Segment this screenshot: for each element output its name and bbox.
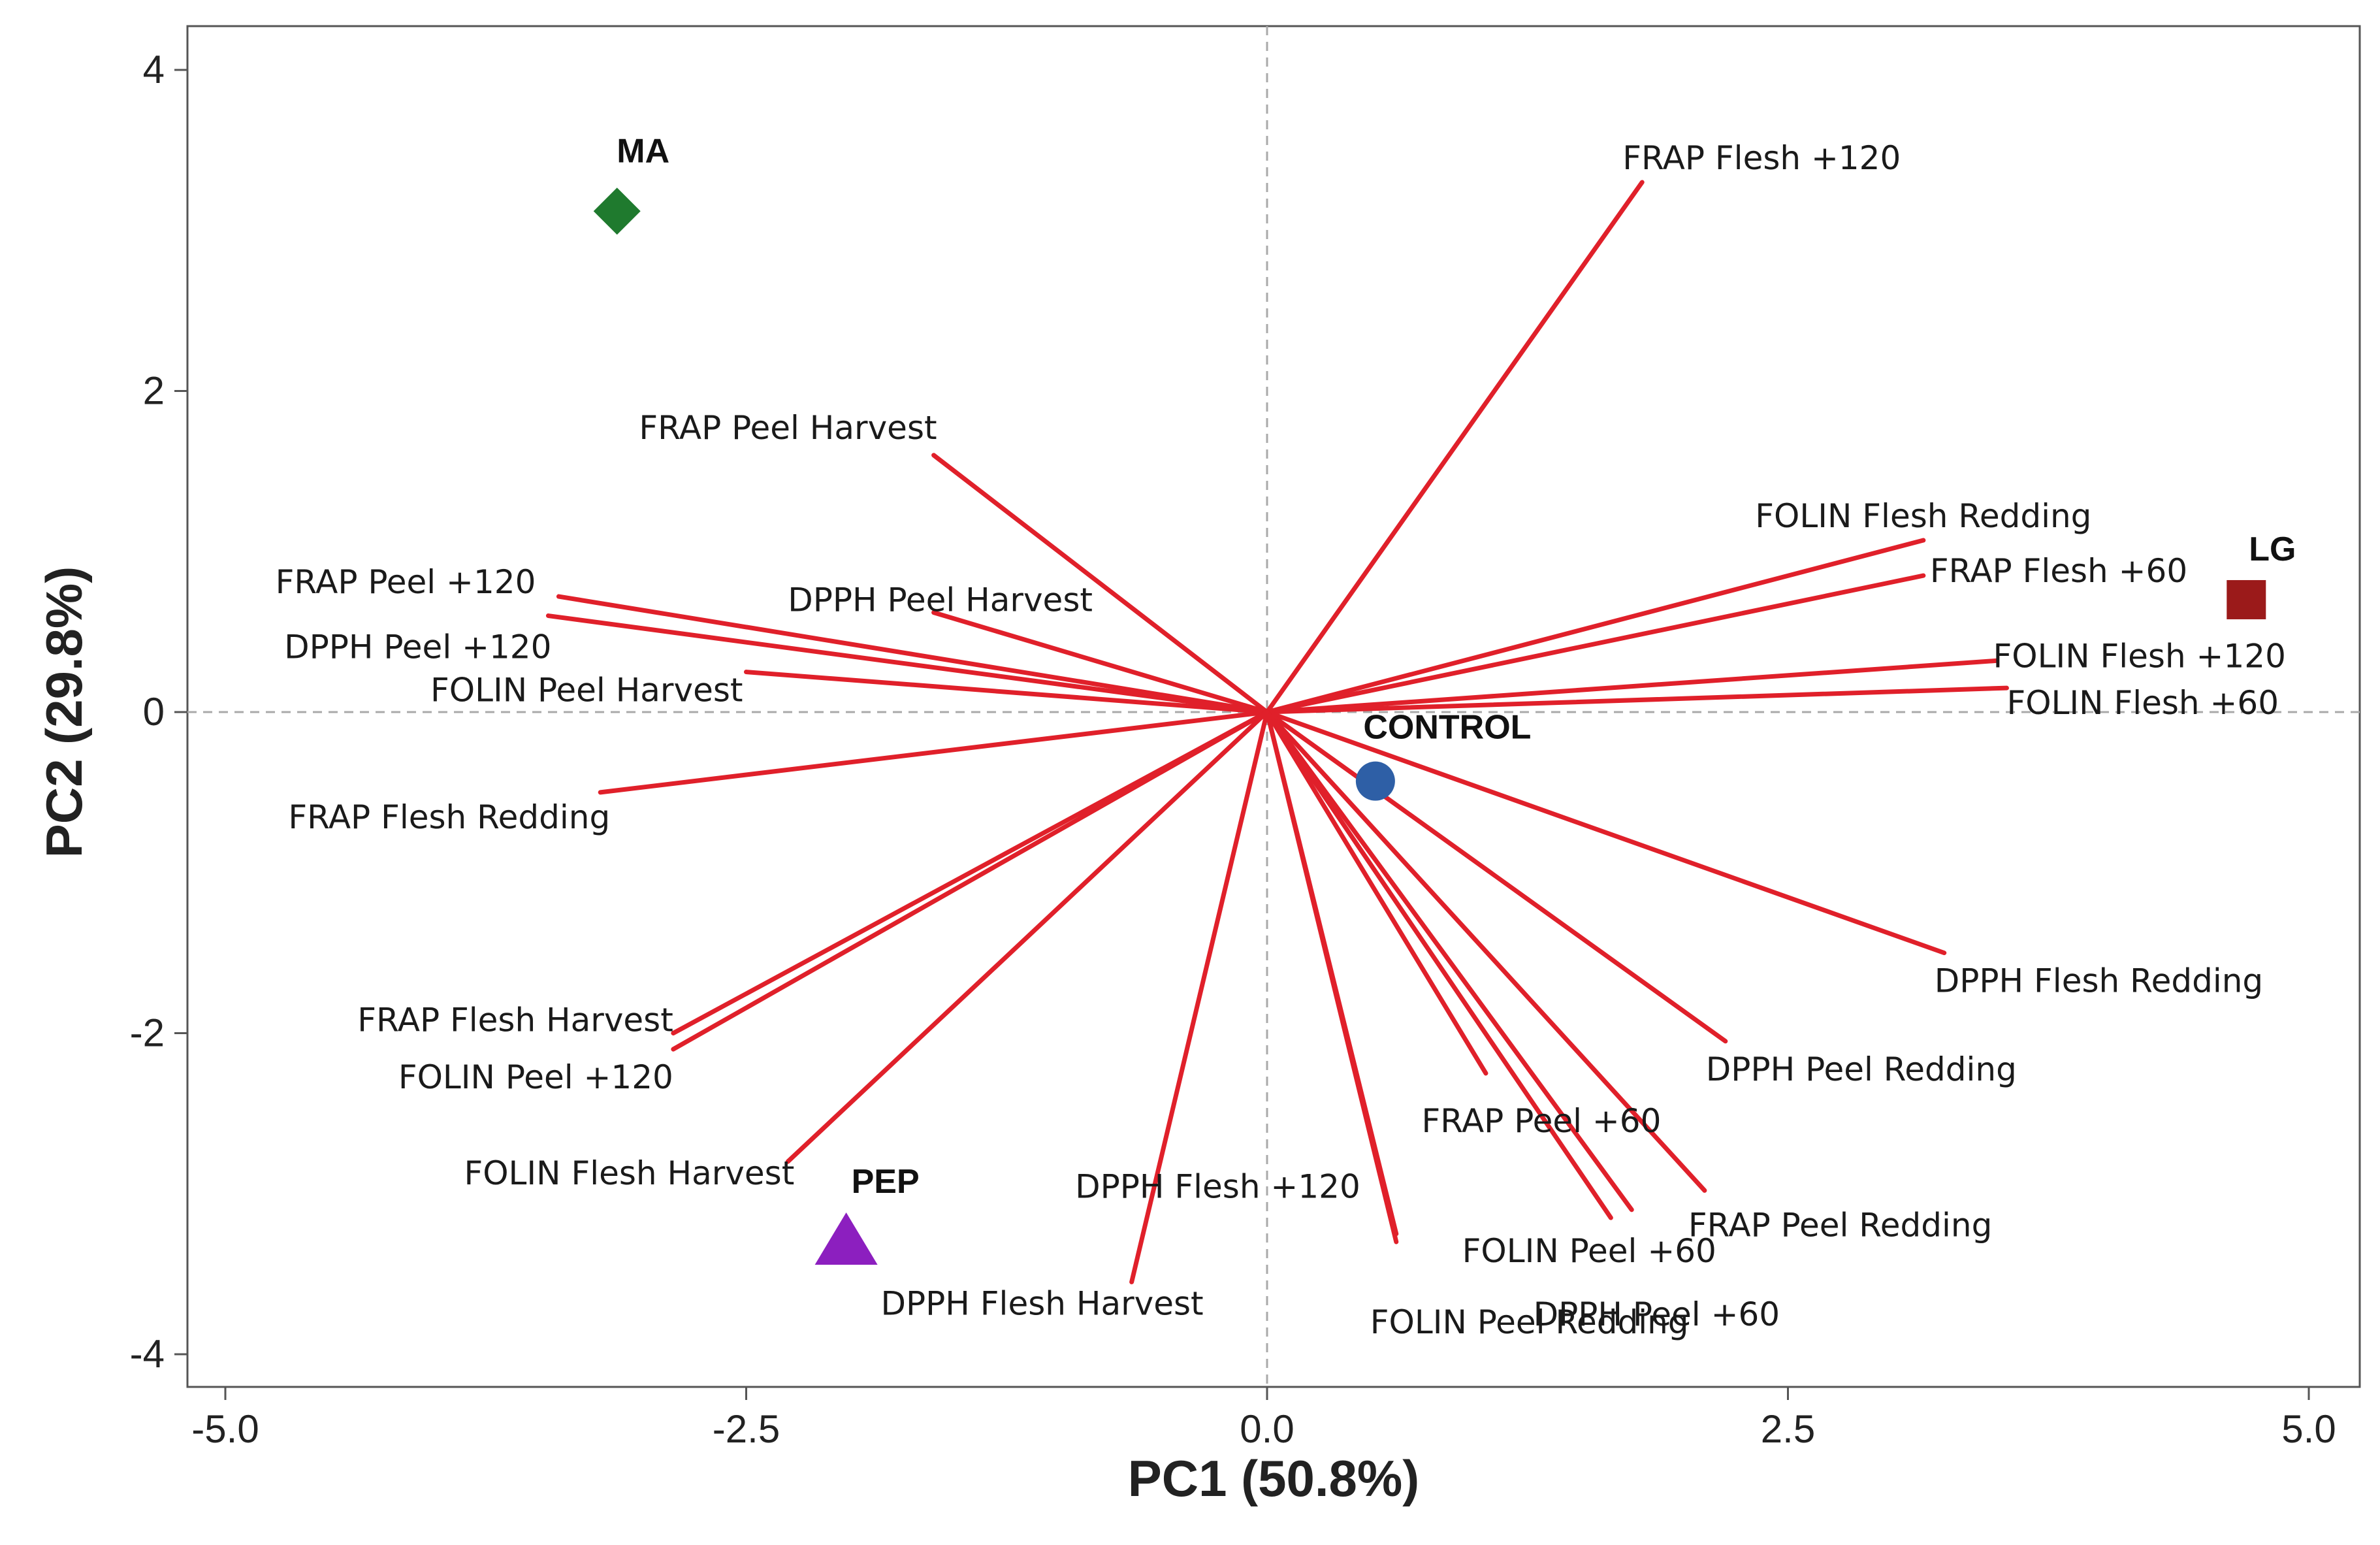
vector-label-folin-peel-redding: FOLIN Peel Redding	[1370, 1303, 1689, 1341]
vector-label-folin-peel-60: FOLIN Peel +60	[1462, 1232, 1716, 1270]
x-axis: -5.0 -2.5 0.0 2.5 5.0	[191, 1387, 2336, 1451]
score-markers	[593, 187, 2266, 1265]
vector-label-frap-flesh-60: FRAP Flesh +60	[1930, 552, 2187, 590]
vector-label-folin-flesh-harvest: FOLIN Flesh Harvest	[464, 1154, 794, 1192]
x-tick-label: -2.5	[713, 1407, 780, 1451]
vector-folin-peel-120	[671, 709, 1270, 1052]
x-tick-label: 5.0	[2281, 1407, 2336, 1451]
y-tick-label: 2	[143, 369, 165, 413]
vector-frap-peel-120	[556, 594, 1270, 715]
x-axis-title: PC1 (50.8%)	[1128, 1450, 1420, 1507]
vector-label-frap-peel-60: FRAP Peel +60	[1421, 1102, 1661, 1140]
y-tick-label: 0	[143, 690, 165, 734]
y-tick-label: 4	[143, 48, 165, 91]
x-tick-label: 2.5	[1761, 1407, 1815, 1451]
score-marker-pep	[814, 1212, 878, 1265]
vector-frap-flesh-120	[1264, 180, 1645, 715]
x-tick-label: 0.0	[1240, 1407, 1294, 1451]
score-marker-ma	[593, 187, 641, 235]
vector-dpph-flesh-harvest	[1129, 709, 1270, 1284]
vector-label-folin-flesh-redding: FOLIN Flesh Redding	[1755, 497, 2091, 535]
vector-folin-flesh-60	[1264, 685, 2009, 715]
x-tick-label: -5.0	[191, 1407, 259, 1451]
vector-label-frap-peel-redding: FRAP Peel Redding	[1688, 1206, 1992, 1244]
score-label-ma: MA	[617, 132, 669, 170]
loading-vectors	[545, 180, 2009, 1284]
vector-label-folin-flesh-60: FOLIN Flesh +60	[2006, 684, 2279, 722]
score-marker-lg	[2227, 579, 2266, 619]
vector-label-folin-flesh-120: FOLIN Flesh +120	[1993, 637, 2286, 675]
vector-label-folin-peel-120: FOLIN Peel +120	[398, 1058, 673, 1096]
vector-label-dpph-peel-120: DPPH Peel +120	[284, 628, 551, 666]
vector-label-dpph-peel-harvest: DPPH Peel Harvest	[788, 581, 1093, 619]
vector-folin-flesh-harvest	[785, 709, 1270, 1164]
vector-frap-peel-redding	[1264, 709, 1707, 1193]
y-tick-label: -2	[130, 1011, 165, 1055]
vector-frap-flesh-harvest	[671, 709, 1270, 1035]
vector-dpph-flesh-120	[1264, 709, 1399, 1237]
y-tick-label: -4	[130, 1332, 165, 1376]
vector-label-frap-flesh-harvest: FRAP Flesh Harvest	[357, 1001, 673, 1039]
vector-label-folin-peel-harvest: FOLIN Peel Harvest	[430, 672, 743, 709]
vector-frap-peel-harvest	[931, 453, 1270, 715]
score-label-lg: LG	[2249, 530, 2296, 568]
vector-folin-flesh-120	[1264, 658, 1999, 715]
vector-label-dpph-peel-60: DPPH Peel +60	[1534, 1295, 1780, 1333]
vector-label-frap-peel-120: FRAP Peel +120	[276, 563, 536, 601]
y-axis: 4 2 0 -2 -4	[130, 48, 187, 1376]
vector-frap-peel-60	[1264, 709, 1488, 1076]
vector-label-frap-flesh-redding: FRAP Flesh Redding	[288, 798, 610, 836]
score-labels: MA LG CONTROL PEP	[617, 132, 2296, 1201]
vector-frap-flesh-60	[1264, 573, 1926, 715]
vector-frap-flesh-redding	[598, 709, 1270, 795]
vector-label-frap-flesh-120: FRAP Flesh +120	[1622, 139, 1901, 177]
score-label-pep: PEP	[852, 1163, 920, 1201]
vector-dpph-peel-redding	[1264, 709, 1728, 1044]
y-axis-title: PC2 (29.8%)	[35, 566, 93, 858]
score-marker-control	[1355, 761, 1395, 801]
vector-dpph-peel-120	[545, 613, 1270, 715]
vector-folin-peel-harvest	[744, 670, 1270, 715]
loading-vector-labels: FRAP Flesh +120 FRAP Peel Harvest FRAP Pee…	[276, 139, 2286, 1341]
vector-dpph-peel-60	[1264, 709, 1613, 1220]
vector-label-frap-peel-harvest: FRAP Peel Harvest	[639, 409, 937, 447]
vector-dpph-flesh-redding	[1264, 709, 1947, 956]
vector-label-dpph-peel-redding: DPPH Peel Redding	[1706, 1050, 2017, 1088]
vector-dpph-peel-harvest	[931, 610, 1270, 715]
score-label-control: CONTROL	[1363, 709, 1531, 747]
vector-folin-flesh-redding	[1264, 538, 1926, 715]
plot-frame	[186, 25, 2361, 1388]
vector-label-dpph-flesh-harvest: DPPH Flesh Harvest	[881, 1284, 1204, 1322]
vector-folin-peel-60	[1264, 709, 1634, 1212]
vector-label-dpph-flesh-redding: DPPH Flesh Redding	[1935, 962, 2263, 1000]
vector-label-dpph-flesh-120: DPPH Flesh +120	[1075, 1168, 1360, 1206]
